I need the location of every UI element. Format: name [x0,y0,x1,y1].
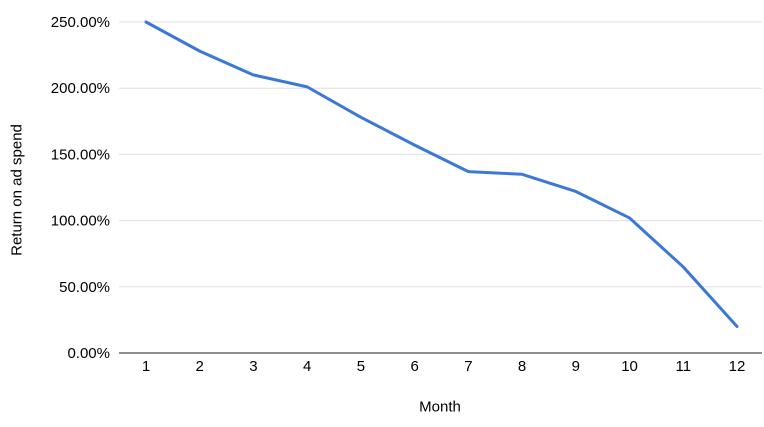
y-tick-label: 0.00% [67,345,110,362]
x-tick-label: 9 [572,358,580,375]
y-tick-label: 50.00% [59,279,110,296]
x-tick-label: 5 [357,358,365,375]
x-tick-label: 10 [621,358,638,375]
x-tick-label: 8 [518,358,526,375]
x-axis-title: Month [419,398,461,416]
x-tick-label: 3 [249,358,257,375]
roas-series-line [144,20,739,329]
y-tick-label: 100.00% [51,213,110,230]
x-tick-label: 4 [303,358,311,375]
x-tick-label: 7 [464,358,472,375]
x-tick-label: 6 [410,358,418,375]
x-tick-label: 1 [142,358,150,375]
y-tick-label: 150.00% [51,146,110,163]
x-tick-label: 2 [196,358,204,375]
y-tick-label: 250.00% [51,14,110,31]
x-tick-label: 12 [729,358,746,375]
y-tick-label: 200.00% [51,80,110,97]
x-tick-label: 11 [675,358,691,375]
